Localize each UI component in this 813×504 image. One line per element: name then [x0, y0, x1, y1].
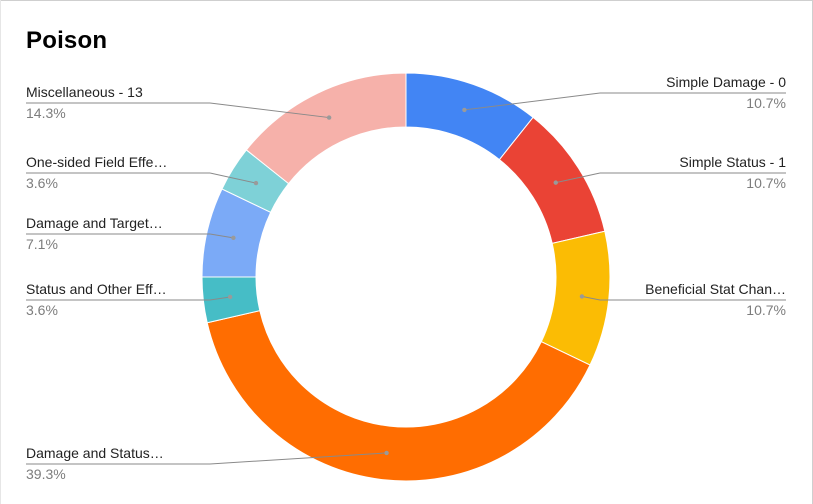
leader-dot [553, 180, 558, 185]
slice-label: Simple Damage - 0 [666, 74, 786, 90]
leader-dot [579, 294, 585, 299]
leader-line [555, 172, 601, 184]
slice-label-group: Simple Status - 1 10.7% [553, 154, 786, 191]
slice-label: Beneficial Stat Chan… [645, 281, 786, 297]
slice-label: One-sided Field Effe… [26, 154, 167, 170]
leader-dot [326, 115, 332, 120]
chart-title: Poison [26, 27, 108, 54]
leader-dot [227, 294, 233, 300]
leader-line [581, 295, 601, 301]
slice-percent-label: 10.7% [746, 95, 786, 111]
leader-line [209, 172, 257, 184]
slice-label-group: One-sided Field Effe… 3.6% [26, 154, 259, 191]
donut-slice[interactable] [245, 72, 407, 185]
slice-label: Damage and Target… [26, 215, 163, 231]
slice-percent-label: 7.1% [26, 236, 58, 252]
slice-label-group: Miscellaneous - 13 14.3% [26, 84, 332, 121]
slice-percent-label: 10.7% [746, 302, 786, 318]
leader-dot [384, 450, 389, 456]
slice-label: Simple Status - 1 [679, 154, 786, 170]
slice-percent-label: 10.7% [746, 175, 786, 191]
leader-dot [253, 180, 259, 186]
slice-label: Status and Other Eff… [26, 281, 167, 297]
slice-label-group: Damage and Status… 39.3% [26, 445, 389, 482]
slice-label-group: Status and Other Eff… 3.6% [26, 281, 233, 318]
slice-percent-label: 39.3% [26, 466, 66, 482]
leader-line [209, 452, 387, 465]
slice-label: Miscellaneous - 13 [26, 84, 143, 100]
leader-dot [462, 107, 467, 113]
slice-percent-label: 3.6% [26, 302, 58, 318]
leader-dot [231, 235, 236, 241]
leader-line [209, 296, 231, 301]
donut-slice[interactable] [206, 310, 591, 482]
slice-percent-label: 14.3% [26, 105, 66, 121]
slice-label: Damage and Status… [26, 445, 164, 461]
sheet-gridline [0, 0, 1, 504]
donut-slice[interactable] [540, 230, 611, 366]
leader-line [464, 92, 601, 111]
leader-line [209, 102, 330, 119]
leader-line [209, 233, 234, 239]
slice-label-group: Simple Damage - 0 10.7% [462, 74, 786, 113]
slice-label-group: Beneficial Stat Chan… 10.7% [579, 281, 786, 318]
slice-percent-label: 3.6% [26, 175, 58, 191]
slice-label-group: Damage and Target… 7.1% [26, 215, 236, 252]
